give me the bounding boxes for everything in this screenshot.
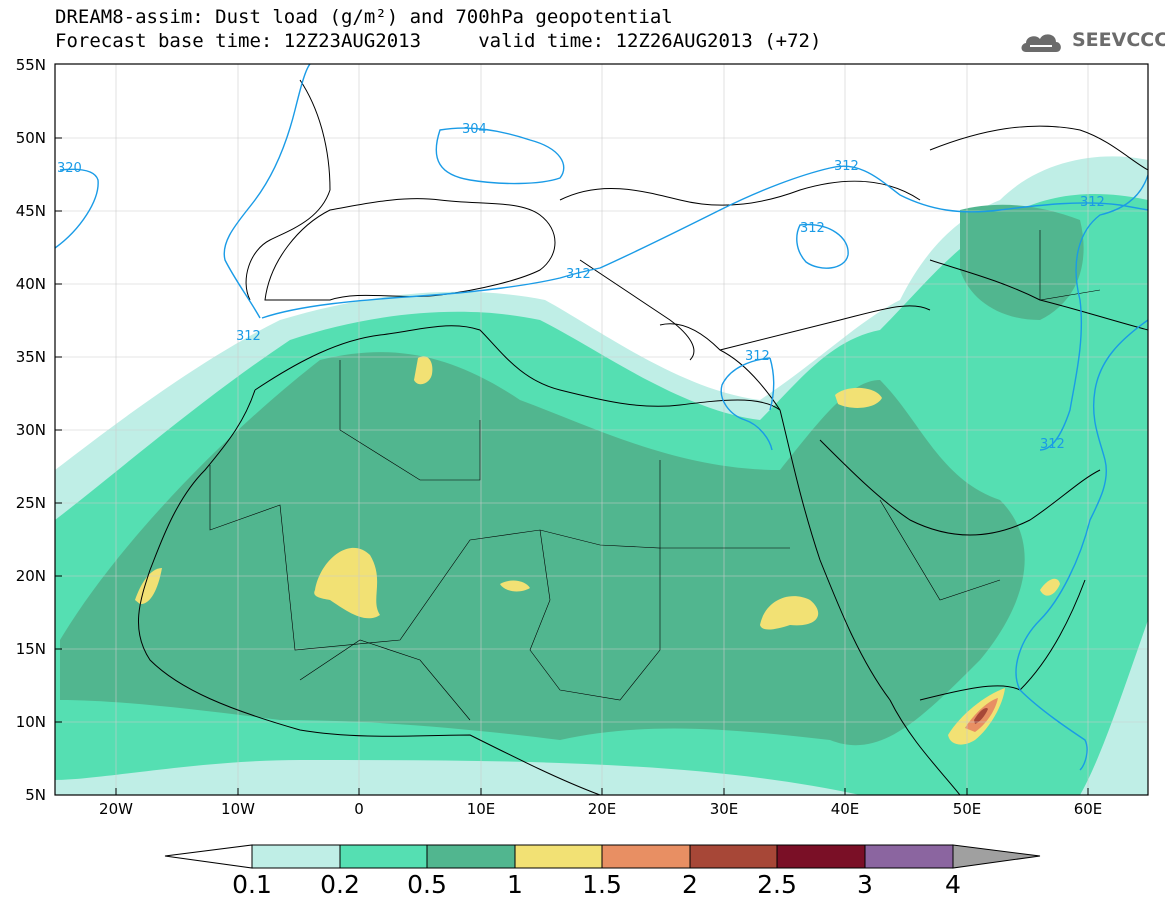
dust-blob-mauritania bbox=[135, 568, 162, 605]
lat-label: 35N bbox=[15, 348, 46, 366]
contour-label: 312 bbox=[834, 159, 859, 174]
lon-label: 0 bbox=[354, 800, 364, 818]
colorbar-cell-2 bbox=[339, 844, 428, 869]
colorbar-label: 1 bbox=[507, 870, 523, 899]
dust-blob-algeria bbox=[414, 356, 433, 385]
colorbar-cell-8 bbox=[864, 844, 954, 869]
colorbar-cell-7 bbox=[776, 844, 866, 869]
colorbar-cell-6 bbox=[689, 844, 778, 869]
dust-blob-oman bbox=[1040, 578, 1060, 596]
colorbar-label: 3 bbox=[857, 870, 873, 899]
lat-label: 45N bbox=[15, 202, 46, 220]
lat-label: 40N bbox=[15, 275, 46, 293]
chart-title: DREAM8-assim: Dust load (g/m²) and 700hP… bbox=[55, 6, 673, 28]
contour-label: 312 bbox=[745, 349, 770, 364]
colorbar-cell-0 bbox=[164, 844, 253, 869]
forecast-times: Forecast base time: 12Z23AUG2013 valid t… bbox=[55, 30, 822, 52]
lat-label: 30N bbox=[15, 421, 46, 439]
contour-label: 312 bbox=[566, 267, 591, 282]
lon-label: 10E bbox=[466, 800, 496, 818]
dust-blob-somalia-peak bbox=[974, 708, 988, 724]
contour-label: 312 bbox=[1080, 195, 1105, 210]
colorbar-cell-4 bbox=[514, 844, 603, 869]
lon-label: 60E bbox=[1073, 800, 1103, 818]
dust-area-dark bbox=[60, 352, 1025, 746]
colorbar-label: 4 bbox=[945, 870, 961, 899]
logo-text: SEEVCCC bbox=[1072, 29, 1165, 51]
dust-blob-chad bbox=[500, 580, 530, 592]
contour-label: 312 bbox=[236, 329, 261, 344]
lat-label: 50N bbox=[15, 129, 46, 147]
lon-label: 10W bbox=[221, 800, 255, 818]
lat-label: 10N bbox=[15, 713, 46, 731]
contour-label: 312 bbox=[800, 221, 825, 236]
lat-label: 25N bbox=[15, 494, 46, 512]
lon-label: 50E bbox=[952, 800, 982, 818]
lat-label: 5N bbox=[25, 786, 46, 804]
contour-label: 304 bbox=[462, 122, 487, 137]
colorbar-label: 0.2 bbox=[320, 870, 360, 899]
contour-label: 312 bbox=[1040, 437, 1065, 452]
lon-label: 30E bbox=[709, 800, 739, 818]
lat-label: 20N bbox=[15, 567, 46, 585]
lon-label: 20E bbox=[587, 800, 617, 818]
lat-label: 55N bbox=[15, 56, 46, 74]
contour-labels: 320 304 312 312 312 312 312 312 312 bbox=[57, 122, 1105, 452]
colorbar-cell-1 bbox=[251, 844, 341, 869]
country-borders bbox=[209, 230, 1101, 721]
cloud-logo-icon bbox=[1021, 34, 1061, 52]
contour-label: 320 bbox=[57, 161, 82, 176]
coastlines bbox=[137, 79, 1148, 795]
dust-blob-niger bbox=[314, 547, 380, 619]
lat-label: 15N bbox=[15, 640, 46, 658]
colorbar bbox=[164, 844, 1041, 869]
colorbar-label: 2.5 bbox=[757, 870, 797, 899]
geopotential-contours bbox=[55, 64, 1148, 771]
colorbar-label: 2 bbox=[682, 870, 698, 899]
colorbar-label: 0.5 bbox=[407, 870, 447, 899]
lon-label: 40E bbox=[830, 800, 860, 818]
colorbar-label: 0.1 bbox=[232, 870, 272, 899]
dust-blob-iraq bbox=[835, 387, 882, 408]
colorbar-cell-3 bbox=[426, 844, 516, 869]
dust-area-dark-east bbox=[960, 204, 1084, 320]
lon-label: 20W bbox=[99, 800, 133, 818]
axis-ticks bbox=[55, 137, 1089, 795]
dust-blob-sudan bbox=[760, 596, 819, 630]
colorbar-label: 1.5 bbox=[582, 870, 622, 899]
colorbar-cell-5 bbox=[601, 844, 691, 869]
colorbar-cell-9 bbox=[952, 844, 1041, 869]
